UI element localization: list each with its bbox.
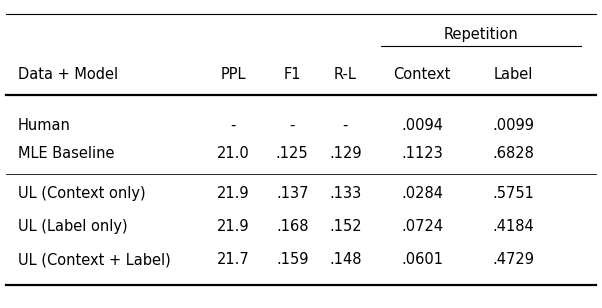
Text: UL (Label only): UL (Label only) bbox=[18, 219, 128, 234]
Text: Label: Label bbox=[494, 67, 533, 82]
Text: .5751: .5751 bbox=[492, 186, 535, 201]
Text: Context: Context bbox=[393, 67, 451, 82]
Text: .0094: .0094 bbox=[401, 118, 443, 133]
Text: 21.0: 21.0 bbox=[217, 147, 250, 161]
Text: .129: .129 bbox=[329, 147, 362, 161]
Text: UL (Context + Label): UL (Context + Label) bbox=[18, 252, 170, 267]
Text: .159: .159 bbox=[276, 252, 308, 267]
Text: PPL: PPL bbox=[220, 67, 246, 82]
Text: .0601: .0601 bbox=[401, 252, 443, 267]
Text: 21.9: 21.9 bbox=[217, 219, 249, 234]
Text: .4184: .4184 bbox=[492, 219, 534, 234]
Text: .152: .152 bbox=[329, 219, 362, 234]
Text: .1123: .1123 bbox=[401, 147, 443, 161]
Text: .133: .133 bbox=[329, 186, 361, 201]
Text: .6828: .6828 bbox=[492, 147, 535, 161]
Text: .0724: .0724 bbox=[401, 219, 443, 234]
Text: -: - bbox=[231, 118, 236, 133]
Text: Human: Human bbox=[18, 118, 70, 133]
Text: F1: F1 bbox=[284, 67, 301, 82]
Text: .4729: .4729 bbox=[492, 252, 535, 267]
Text: .0284: .0284 bbox=[401, 186, 443, 201]
Text: 21.9: 21.9 bbox=[217, 186, 249, 201]
Text: MLE Baseline: MLE Baseline bbox=[18, 147, 114, 161]
Text: .0099: .0099 bbox=[492, 118, 535, 133]
Text: 21.7: 21.7 bbox=[217, 252, 250, 267]
Text: .125: .125 bbox=[276, 147, 308, 161]
Text: R-L: R-L bbox=[334, 67, 356, 82]
Text: UL (Context only): UL (Context only) bbox=[18, 186, 146, 201]
Text: .168: .168 bbox=[276, 219, 308, 234]
Text: Data + Model: Data + Model bbox=[18, 67, 118, 82]
Text: Repetition: Repetition bbox=[444, 27, 518, 42]
Text: .148: .148 bbox=[329, 252, 361, 267]
Text: .137: .137 bbox=[276, 186, 308, 201]
Text: -: - bbox=[290, 118, 295, 133]
Text: -: - bbox=[343, 118, 348, 133]
